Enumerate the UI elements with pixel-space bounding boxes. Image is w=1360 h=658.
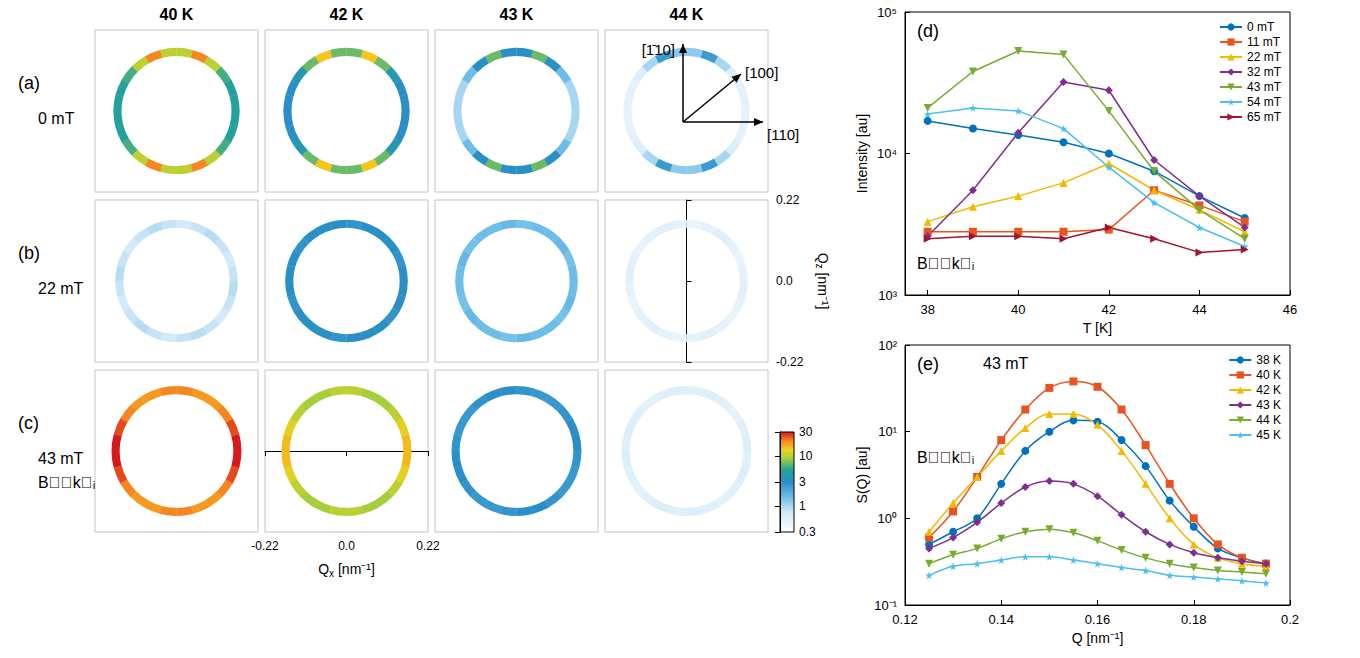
svg-text:0.22: 0.22 bbox=[416, 539, 440, 553]
svg-text:44 K: 44 K bbox=[1256, 413, 1281, 427]
svg-text:Q: Q bbox=[318, 561, 329, 577]
svg-text:10⁻¹: 10⁻¹ bbox=[874, 598, 897, 613]
svg-text:(a): (a) bbox=[18, 73, 40, 93]
svg-text:[nm⁻¹]: [nm⁻¹] bbox=[334, 561, 375, 577]
svg-text:10²: 10² bbox=[878, 338, 897, 353]
svg-text:44 K: 44 K bbox=[670, 6, 704, 23]
svg-text:30: 30 bbox=[799, 425, 813, 439]
svg-text:(e): (e) bbox=[917, 354, 939, 374]
svg-text:43 K: 43 K bbox=[1256, 398, 1281, 412]
svg-text:10⁴: 10⁴ bbox=[877, 146, 897, 161]
svg-text:10¹: 10¹ bbox=[878, 424, 897, 439]
svg-text:42 K: 42 K bbox=[1256, 383, 1281, 397]
svg-text:44: 44 bbox=[1192, 302, 1206, 317]
svg-text:43 mT: 43 mT bbox=[38, 450, 84, 467]
svg-text:43 mT: 43 mT bbox=[1247, 80, 1282, 94]
svg-text:B⃗∥k⃗ᵢ: B⃗∥k⃗ᵢ bbox=[917, 449, 974, 466]
svg-text:0.18: 0.18 bbox=[1181, 612, 1206, 627]
svg-text:40 K: 40 K bbox=[1256, 368, 1281, 382]
svg-text:32 mT: 32 mT bbox=[1247, 65, 1282, 79]
svg-text:22 mT: 22 mT bbox=[38, 280, 84, 297]
svg-text:10: 10 bbox=[799, 449, 813, 463]
svg-text:0.22: 0.22 bbox=[776, 193, 800, 207]
svg-text:B⃗∥k⃗ᵢ: B⃗∥k⃗ᵢ bbox=[38, 474, 95, 491]
svg-text:0.0: 0.0 bbox=[776, 274, 793, 288]
svg-text:43 K: 43 K bbox=[500, 6, 534, 23]
svg-text:-0.22: -0.22 bbox=[251, 539, 279, 553]
svg-text:0.2: 0.2 bbox=[1281, 612, 1299, 627]
svg-text:Intensity [au]: Intensity [au] bbox=[854, 114, 870, 193]
svg-text:S(Q) [au]: S(Q) [au] bbox=[854, 447, 870, 504]
svg-text:40 K: 40 K bbox=[160, 6, 194, 23]
svg-text:65 mT: 65 mT bbox=[1247, 110, 1282, 124]
svg-text:T [K]: T [K] bbox=[1083, 320, 1112, 336]
svg-text:x: x bbox=[329, 567, 335, 579]
svg-text:(d): (d) bbox=[917, 21, 939, 41]
svg-text:-0.22: -0.22 bbox=[776, 355, 804, 369]
svg-text:38: 38 bbox=[920, 302, 934, 317]
svg-text:[nm⁻¹]: [nm⁻¹] bbox=[815, 269, 831, 310]
svg-text:Q [nm⁻¹]: Q [nm⁻¹] bbox=[1072, 630, 1124, 646]
svg-text:(c): (c) bbox=[18, 413, 39, 433]
svg-text:z: z bbox=[813, 263, 825, 269]
svg-text:45 K: 45 K bbox=[1256, 428, 1281, 442]
svg-text:[100]: [100] bbox=[745, 64, 778, 81]
svg-text:10⁰: 10⁰ bbox=[878, 511, 897, 526]
svg-text:38 K: 38 K bbox=[1256, 353, 1281, 367]
svg-text:0 mT: 0 mT bbox=[1247, 20, 1275, 34]
svg-text:B⃗∥k⃗ᵢ: B⃗∥k⃗ᵢ bbox=[917, 255, 974, 272]
svg-text:11 mT: 11 mT bbox=[1247, 35, 1281, 49]
svg-text:0.0: 0.0 bbox=[338, 539, 355, 553]
svg-text:0.14: 0.14 bbox=[989, 612, 1014, 627]
svg-text:46: 46 bbox=[1283, 302, 1297, 317]
svg-text:22 mT: 22 mT bbox=[1247, 50, 1282, 64]
svg-text:1: 1 bbox=[799, 499, 806, 513]
svg-text:40: 40 bbox=[1011, 302, 1025, 317]
svg-text:Q: Q bbox=[815, 253, 831, 264]
svg-text:42 K: 42 K bbox=[330, 6, 364, 23]
svg-text:54 mT: 54 mT bbox=[1247, 95, 1282, 109]
svg-text:10⁵: 10⁵ bbox=[877, 5, 897, 20]
svg-text:[110]: [110] bbox=[767, 126, 799, 143]
svg-text:3: 3 bbox=[799, 475, 806, 489]
svg-text:0.3: 0.3 bbox=[799, 525, 816, 539]
svg-text:0 mT: 0 mT bbox=[38, 110, 75, 127]
svg-text:10³: 10³ bbox=[878, 288, 897, 303]
svg-text:0.16: 0.16 bbox=[1085, 612, 1110, 627]
svg-text:0.12: 0.12 bbox=[892, 612, 917, 627]
svg-text:42: 42 bbox=[1102, 302, 1116, 317]
svg-text:43 mT: 43 mT bbox=[983, 355, 1029, 372]
svg-text:[1̄10]: [1̄10] bbox=[642, 41, 675, 58]
svg-text:(b): (b) bbox=[18, 243, 40, 263]
